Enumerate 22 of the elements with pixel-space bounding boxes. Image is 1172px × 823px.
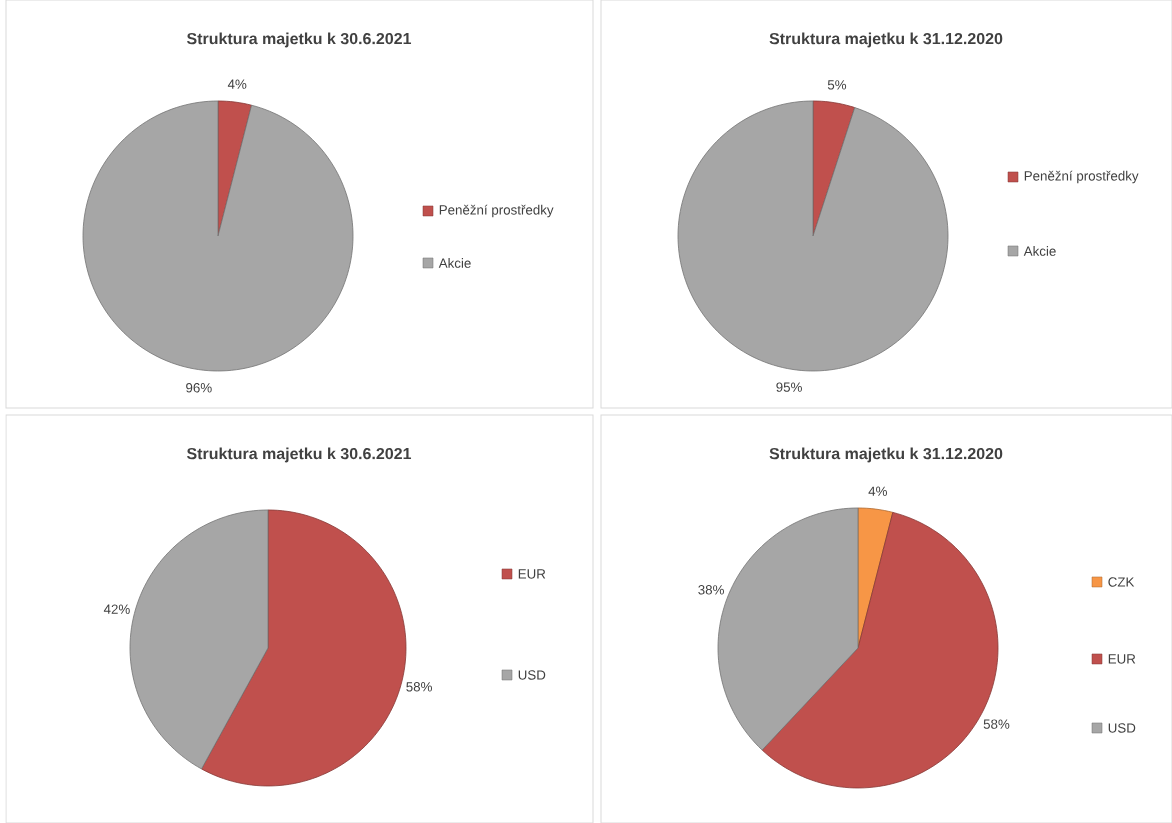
legend-label: Akcie (438, 258, 471, 268)
legend-label: USD (1108, 723, 1136, 733)
data-label: 4% (227, 79, 247, 89)
chart-title: Struktura majetku k 30.6.2021 (186, 32, 412, 48)
data-label: 42% (103, 604, 130, 614)
chart-title: Struktura majetku k 31.12.2020 (769, 447, 1003, 463)
legend-label: Peněžní prostředky (1024, 170, 1139, 184)
data-label: 38% (698, 585, 724, 595)
legend-label: USD (518, 670, 546, 680)
data-label: 58% (406, 682, 432, 692)
legend-label: Akcie (1023, 246, 1056, 256)
data-label: 95% (776, 382, 802, 392)
legend-label: EUR (518, 569, 546, 579)
legend-label: CZK (1108, 577, 1135, 587)
data-label: 5% (827, 80, 847, 90)
data-label: 96% (186, 383, 212, 393)
data-label: 58% (983, 719, 1010, 729)
legend-label: Peněžní prostředky (439, 204, 554, 218)
chart-title: Struktura majetku k 31.12.2020 (769, 32, 1003, 48)
legend-label: EUR (1108, 654, 1136, 664)
chart-title: Struktura majetku k 30.6.2021 (186, 447, 412, 463)
data-label: 4% (868, 486, 887, 496)
